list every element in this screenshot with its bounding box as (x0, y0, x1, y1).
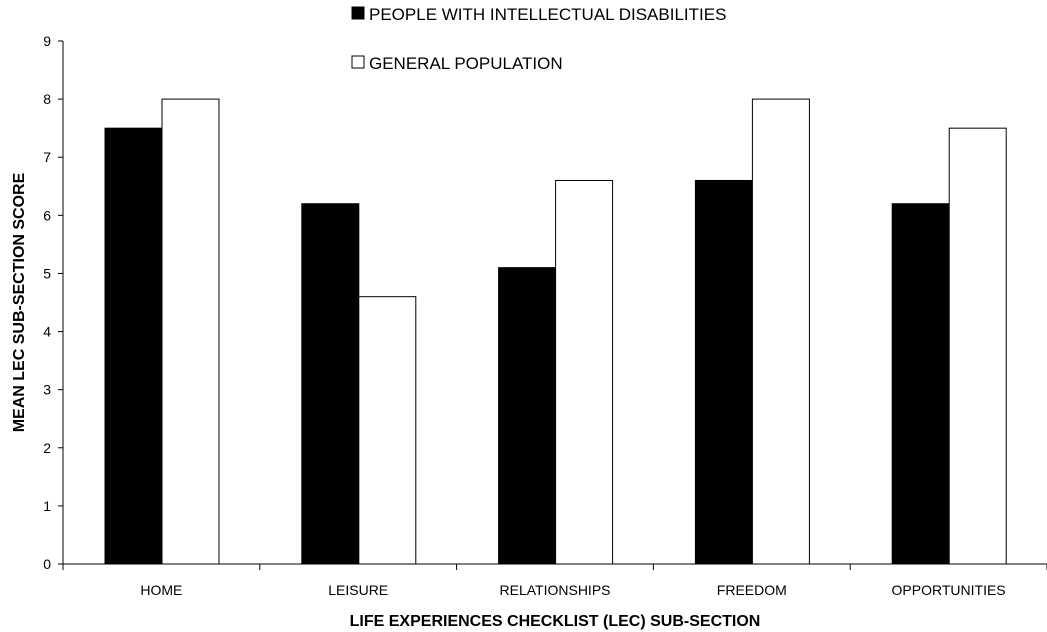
plot-area (104, 98, 1007, 565)
bar-intellectual-disabilities-home (104, 127, 163, 565)
x-axis-title: LIFE EXPERIENCES CHECKLIST (LEC) SUB-SEC… (350, 613, 761, 630)
bar-general-population-relationships (555, 179, 614, 565)
bar-general-population-home (161, 98, 220, 565)
legend-swatch (351, 6, 365, 20)
x-tick-label: HOME (140, 582, 182, 598)
bar-intellectual-disabilities-leisure (301, 203, 360, 565)
y-tick-label: 3 (43, 382, 51, 398)
y-tick-label: 7 (43, 149, 51, 165)
x-tick-label: LEISURE (328, 582, 388, 598)
legend-label: PEOPLE WITH INTELLECTUAL DISABILITIES (369, 5, 726, 24)
legend: PEOPLE WITH INTELLECTUAL DISABILITIES GEN… (351, 5, 726, 73)
y-tick-label: 1 (43, 498, 51, 514)
y-tick-label: 0 (43, 556, 51, 572)
bar-intellectual-disabilities-freedom (694, 179, 753, 565)
y-tick-label: 5 (43, 265, 51, 281)
bar-general-population-opportunities (948, 127, 1007, 565)
x-tick-label: OPPORTUNITIES (892, 582, 1006, 598)
bar-intellectual-disabilities-opportunities (891, 203, 950, 565)
y-tick-label: 6 (43, 207, 51, 223)
bar-general-population-freedom (751, 98, 810, 565)
axes: 0 1 2 3 4 5 6 7 8 9 HOME LEISURE RELATIONSHIPS FREEDO… (43, 33, 1047, 598)
x-tick-label: FREEDOM (717, 582, 787, 598)
legend-label: GENERAL POPULATION (369, 54, 563, 73)
y-axis-title: MEAN LEC SUB-SECTION SCORE (11, 172, 28, 432)
bar-intellectual-disabilities-relationships (498, 267, 557, 565)
x-tick-label: RELATIONSHIPS (500, 582, 611, 598)
y-tick-label: 2 (43, 440, 51, 456)
y-tick-label: 8 (43, 91, 51, 107)
y-tick-label: 9 (43, 33, 51, 49)
y-tick-label: 4 (43, 324, 51, 340)
bar-general-population-leisure (358, 296, 417, 565)
legend-swatch (351, 55, 365, 69)
